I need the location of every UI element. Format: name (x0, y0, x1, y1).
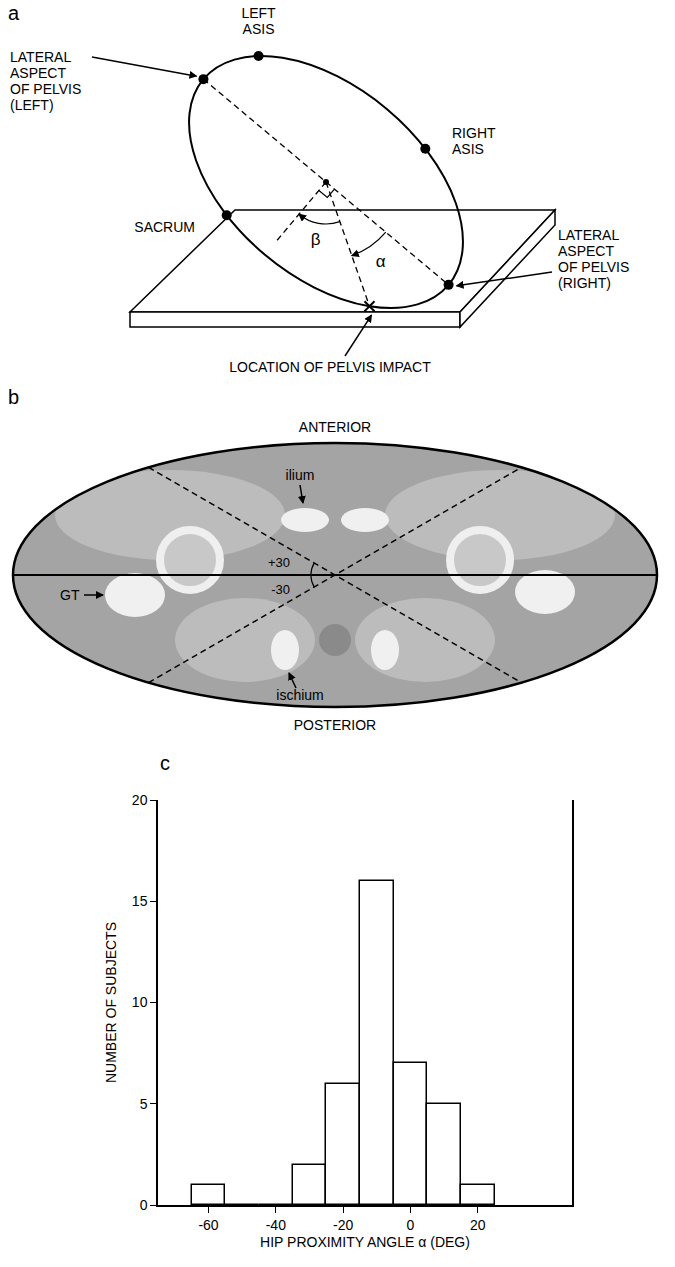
svg-text:ANTERIOR: ANTERIOR (299, 419, 371, 435)
svg-text:HIP PROXIMITY ANGLE α (DEG): HIP PROXIMITY ANGLE α (DEG) (260, 1234, 470, 1250)
svg-text:LEFTASIS: LEFTASIS (241, 5, 276, 37)
svg-text:10: 10 (132, 994, 148, 1010)
svg-text:20: 20 (470, 1217, 486, 1233)
svg-text:ilium: ilium (286, 467, 315, 483)
svg-text:-20: -20 (333, 1217, 353, 1233)
svg-text:a: a (8, 2, 20, 24)
svg-text:0: 0 (407, 1217, 415, 1233)
svg-text:0: 0 (140, 1197, 148, 1213)
svg-text:5: 5 (140, 1096, 148, 1112)
svg-text:15: 15 (132, 893, 148, 909)
svg-text:POSTERIOR: POSTERIOR (294, 717, 376, 733)
svg-text:NUMBER OF SUBJECTS: NUMBER OF SUBJECTS (103, 922, 119, 1083)
svg-text:-30: -30 (271, 582, 290, 597)
svg-text:GT: GT (60, 587, 80, 603)
svg-text:SACRUM: SACRUM (134, 219, 195, 235)
svg-text:RIGHTASIS: RIGHTASIS (452, 125, 496, 157)
svg-text:LOCATION OF PELVIS IMPACT: LOCATION OF PELVIS IMPACT (229, 359, 431, 375)
svg-text:ischium: ischium (276, 687, 323, 703)
svg-text:+30: +30 (268, 555, 290, 570)
svg-text:LATERALASPECTOF PELVIS(LEFT): LATERALASPECTOF PELVIS(LEFT) (10, 49, 81, 113)
svg-text:20: 20 (132, 792, 148, 808)
svg-text:b: b (8, 386, 19, 408)
svg-text:c: c (160, 752, 170, 774)
svg-text:α: α (376, 252, 386, 271)
svg-text:-60: -60 (198, 1217, 218, 1233)
svg-text:β: β (311, 230, 321, 249)
svg-text:-40: -40 (266, 1217, 286, 1233)
svg-text:LATERALASPECTOF PELVIS(RIGHT): LATERALASPECTOF PELVIS(RIGHT) (558, 227, 629, 291)
